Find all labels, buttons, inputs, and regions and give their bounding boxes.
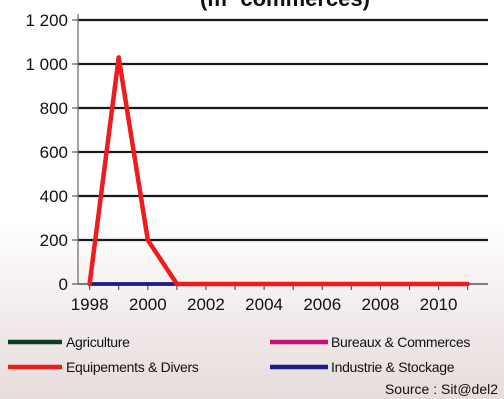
y-tick-label: 400 [40, 187, 68, 206]
y-tick-label: 1 200 [25, 11, 68, 30]
y-tick-label: 0 [59, 275, 68, 294]
y-tick-label: 1 000 [25, 55, 68, 74]
source-note: Source : Sit@del2 [385, 381, 498, 397]
legend: Agriculture Bureaux & Commerces Equipement… [8, 334, 471, 375]
y-axis: 0 200 400 600 800 1 000 1 200 [25, 11, 79, 294]
series-line-equipements-divers [87, 55, 470, 287]
x-tick-label: 1998 [71, 295, 109, 314]
x-tick-label: 2006 [303, 295, 341, 314]
y-tick-label: 600 [40, 143, 68, 162]
chart-title: (m² commerces) [200, 0, 370, 11]
legend-label: Industrie & Stockage [331, 359, 455, 375]
x-tick-label: 2010 [420, 295, 458, 314]
x-tick-label: 2000 [129, 295, 167, 314]
legend-label: Agriculture [66, 334, 130, 350]
x-axis: 1998 2000 2002 2004 2006 2008 2010 [71, 283, 488, 314]
y-tick-label: 800 [40, 99, 68, 118]
x-tick-label: 2002 [187, 295, 225, 314]
legend-label: Bureaux & Commerces [331, 334, 470, 350]
gridlines [78, 18, 488, 242]
x-tick-label: 2008 [361, 295, 399, 314]
series-lines [87, 55, 470, 287]
legend-label: Equipements & Divers [66, 359, 199, 375]
x-tick-label: 2004 [245, 295, 283, 314]
y-tick-label: 200 [40, 231, 68, 250]
